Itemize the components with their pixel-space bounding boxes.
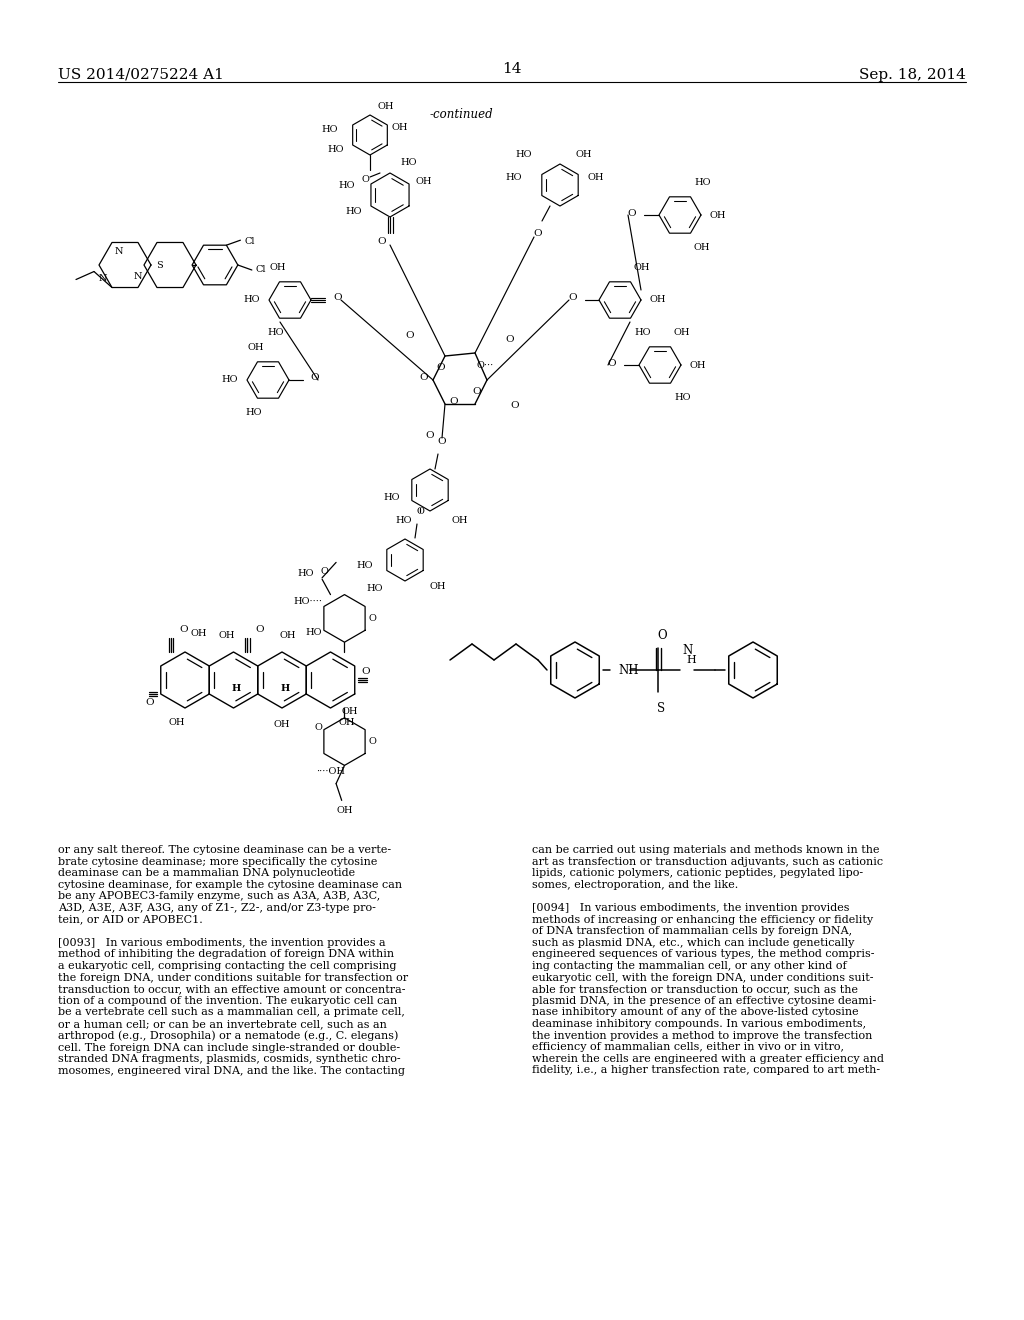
Text: Cl: Cl (256, 264, 266, 273)
Text: OH: OH (634, 263, 650, 272)
Text: HO: HO (221, 375, 238, 384)
Text: O···: O··· (476, 360, 494, 370)
Text: OH: OH (694, 243, 711, 252)
Text: Sep. 18, 2014: Sep. 18, 2014 (859, 69, 966, 82)
Text: HO: HO (339, 181, 355, 190)
Text: S: S (657, 702, 665, 715)
Text: OH: OH (710, 210, 726, 219)
Text: O: O (511, 400, 519, 409)
Text: OH: OH (342, 708, 358, 717)
Text: 14: 14 (502, 62, 522, 77)
Text: OH: OH (415, 177, 431, 186)
Text: O: O (416, 507, 424, 516)
Text: OH: OH (280, 631, 296, 640)
Text: O: O (534, 228, 543, 238)
Text: N: N (115, 247, 124, 256)
Text: N: N (682, 644, 692, 656)
Text: O: O (179, 626, 187, 635)
Text: O: O (657, 630, 667, 642)
Text: can be carried out using materials and methods known in the
art as transfection : can be carried out using materials and m… (532, 845, 884, 1076)
Text: HO: HO (356, 561, 373, 569)
Text: O: O (437, 437, 446, 446)
Text: ····OH: ····OH (316, 767, 345, 776)
Text: OH: OH (339, 718, 355, 727)
Text: O: O (145, 698, 155, 708)
Text: O: O (506, 335, 514, 345)
Text: O: O (607, 359, 616, 367)
Text: OH: OH (190, 630, 207, 638)
Text: HO: HO (400, 158, 417, 168)
Text: HO: HO (328, 144, 344, 153)
Text: O: O (426, 430, 434, 440)
Text: OH: OH (248, 343, 264, 352)
Text: O: O (333, 293, 342, 302)
Text: OH: OH (168, 718, 185, 727)
Text: HO: HO (322, 125, 338, 135)
Text: US 2014/0275224 A1: US 2014/0275224 A1 (58, 69, 224, 82)
Text: HO: HO (267, 327, 285, 337)
Text: OH: OH (392, 123, 409, 132)
Text: O: O (256, 626, 264, 635)
Text: O: O (450, 396, 459, 405)
Text: HO: HO (384, 494, 400, 503)
Text: HO: HO (305, 628, 323, 636)
Text: OH: OH (690, 360, 707, 370)
Text: O: O (378, 238, 386, 246)
Text: H: H (281, 684, 290, 693)
Text: O: O (568, 293, 577, 302)
Text: O: O (321, 566, 329, 576)
Text: O: O (628, 209, 636, 218)
Text: N: N (98, 273, 106, 282)
Text: Cl: Cl (245, 236, 255, 246)
Text: OH: OH (429, 582, 445, 591)
Text: OH: OH (269, 263, 287, 272)
Text: O: O (472, 388, 480, 396)
Text: NH: NH (618, 664, 639, 676)
Text: HO: HO (395, 516, 412, 525)
Text: O: O (436, 363, 445, 372)
Text: OH: OH (378, 102, 394, 111)
Text: O: O (361, 176, 369, 183)
Text: OH: OH (336, 807, 352, 814)
Text: O: O (314, 723, 323, 733)
Text: OH: OH (575, 150, 592, 158)
Text: H: H (231, 684, 241, 693)
Text: HO····: HO···· (293, 597, 323, 606)
Text: HO: HO (674, 393, 690, 403)
Text: OH: OH (218, 631, 234, 640)
Text: O: O (369, 614, 376, 623)
Text: -continued: -continued (430, 108, 494, 121)
Text: HO: HO (246, 408, 262, 417)
Text: O: O (361, 667, 370, 676)
Text: OH: OH (452, 516, 469, 525)
Text: O: O (420, 372, 428, 381)
Text: OH: OH (273, 719, 290, 729)
Text: N: N (134, 272, 142, 281)
Text: HO: HO (634, 327, 650, 337)
Text: or any salt thereof. The cytosine deaminase can be a verte-
brate cytosine deami: or any salt thereof. The cytosine deamin… (58, 845, 409, 1076)
Text: H: H (686, 655, 695, 665)
Text: S: S (156, 260, 163, 269)
Text: O: O (369, 737, 376, 746)
Text: HO: HO (345, 206, 362, 215)
Text: OH: OH (650, 296, 667, 305)
Text: HO: HO (244, 296, 260, 305)
Text: HO: HO (506, 173, 522, 181)
Text: O: O (406, 330, 415, 339)
Text: O: O (310, 374, 318, 383)
Text: OH: OH (588, 173, 604, 181)
Text: OH: OH (674, 327, 690, 337)
Text: HO: HO (297, 569, 313, 578)
Text: HO: HO (694, 178, 711, 187)
Text: HO: HO (367, 583, 383, 593)
Text: HO: HO (515, 150, 532, 158)
